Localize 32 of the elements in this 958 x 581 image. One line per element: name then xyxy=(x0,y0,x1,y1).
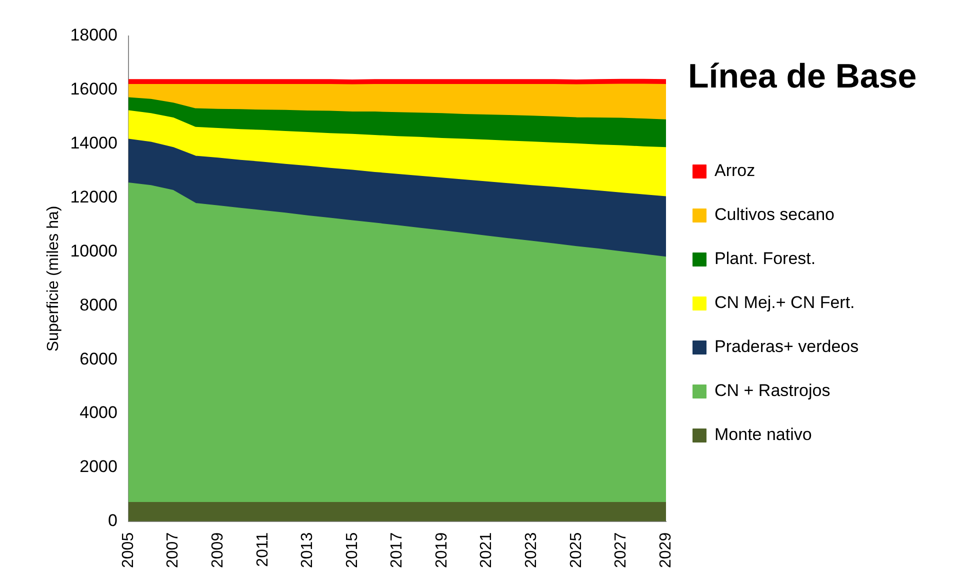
x-tick-label: 2005 xyxy=(120,532,137,568)
x-tick-label: 2029 xyxy=(657,532,674,568)
text: Línea de Base xyxy=(688,57,917,96)
x-tick-label: 2021 xyxy=(478,532,496,568)
y-tick-label: 6000 xyxy=(80,349,118,368)
x-tick-label: 2023 xyxy=(523,532,540,568)
y-tick-label: 8000 xyxy=(80,295,118,314)
x-tick-label: 2007 xyxy=(164,532,182,568)
x-tick-label: 2027 xyxy=(612,532,630,568)
x-tick-label: 2009 xyxy=(209,532,226,568)
y-tick-label: 16000 xyxy=(70,80,118,99)
legend-label: Praderas+ verdeos xyxy=(714,337,859,356)
y-tick-label: 2000 xyxy=(80,457,118,476)
x-tick-label: 2017 xyxy=(388,532,406,568)
y-tick-label: 4000 xyxy=(80,403,118,422)
x-tick-label: 2019 xyxy=(433,532,450,568)
legend-label: Plant. Forest. xyxy=(714,249,816,268)
y-tick-label: 18000 xyxy=(70,26,118,45)
y-tick-label: 0 xyxy=(108,511,118,530)
legend-label: Cultivos secano xyxy=(714,205,835,224)
y-tick-label: 10000 xyxy=(70,241,118,260)
x-tick-label: 2025 xyxy=(568,532,585,568)
x-tick-label: 2015 xyxy=(344,532,361,568)
y-axis-title: Superficie (miles ha) xyxy=(45,206,62,352)
legend-label: CN + Rastrojos xyxy=(714,381,830,400)
x-tick-label: 2011 xyxy=(254,532,272,567)
y-tick-label: 12000 xyxy=(70,187,118,206)
legend-label: Monte nativo xyxy=(714,425,812,444)
legend-label: CN Mej.+ CN Fert. xyxy=(714,293,855,312)
x-tick-label: 2013 xyxy=(299,532,316,568)
legend-label: Arroz xyxy=(714,161,756,180)
y-tick-label: 14000 xyxy=(70,134,118,153)
